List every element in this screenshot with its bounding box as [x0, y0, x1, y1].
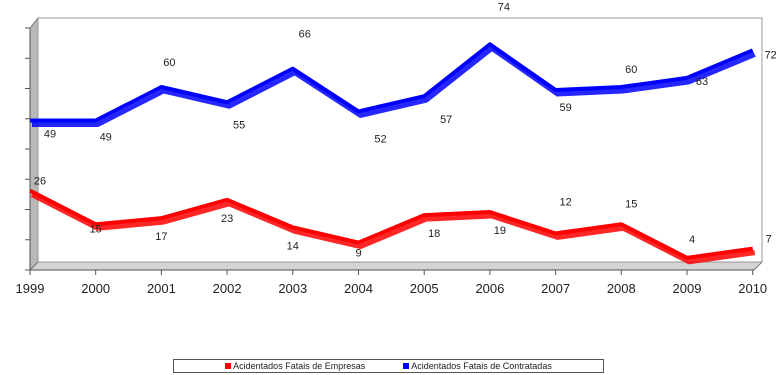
series-line-contratadas	[30, 42, 754, 123]
data-label: 49	[100, 132, 112, 144]
x-tick-label: 2002	[213, 281, 242, 296]
y-axis-ticks	[25, 27, 30, 271]
data-label: 63	[696, 76, 708, 88]
data-label: 52	[374, 133, 386, 145]
data-label: 49	[44, 129, 56, 141]
data-label: 26	[34, 176, 46, 188]
legend-swatch-empresas	[225, 363, 232, 369]
data-label: 4	[689, 234, 695, 246]
data-label: 12	[559, 196, 571, 208]
data-label: 57	[440, 114, 452, 126]
x-tick-label: 2001	[147, 281, 176, 296]
legend-item-contratadas: Acidentados Fatais de Contratadas	[403, 361, 552, 371]
data-label: 19	[494, 225, 506, 237]
data-label: 9	[355, 248, 361, 260]
x-tick-label: 2010	[738, 281, 767, 296]
data-labels: 26 15 17 23 14 9 18 19 12 15 4 7 49 49 60 55 66 52 57 74 59 6…	[34, 1, 776, 259]
x-tick-label: 2007	[541, 281, 570, 296]
data-label: 55	[233, 119, 245, 131]
legend-item-empresas: Acidentados Fatais de Empresas	[225, 361, 365, 371]
data-label: 15	[625, 198, 637, 210]
legend-swatch-contratadas	[403, 363, 410, 369]
x-tick-label: 2003	[278, 281, 307, 296]
data-label: 59	[559, 102, 571, 114]
x-tick-label: 2000	[81, 281, 110, 296]
data-label: 72	[765, 49, 776, 61]
x-tick-label: 2008	[607, 281, 636, 296]
series-line-empresas	[29, 188, 753, 260]
data-label: 14	[287, 240, 299, 252]
x-tick-label: 2005	[410, 281, 439, 296]
floor	[28, 261, 764, 271]
series-layer	[29, 42, 756, 265]
data-label: 23	[221, 213, 233, 225]
data-label: 66	[299, 29, 311, 41]
legend-label-contratadas: Acidentados Fatais de Contratadas	[411, 361, 552, 371]
data-label: 15	[90, 223, 102, 235]
data-label: 60	[625, 64, 637, 76]
x-tick-label: 2004	[344, 281, 373, 296]
data-label: 17	[155, 231, 167, 243]
series-shadow	[32, 45, 756, 128]
x-tick-label: 2006	[475, 281, 504, 296]
data-label: 60	[163, 57, 175, 69]
data-label: 18	[428, 228, 440, 240]
series-shadow	[30, 192, 756, 265]
data-label: 74	[498, 1, 510, 13]
data-label: 7	[766, 234, 772, 246]
legend-label-empresas: Acidentados Fatais de Empresas	[233, 361, 366, 371]
legend: Acidentados Fatais de Empresas Acidentad…	[173, 359, 604, 373]
x-tick-label: 2009	[673, 281, 702, 296]
side-wall	[29, 16, 39, 272]
x-tick-label: 1999	[16, 281, 45, 296]
x-axis-ticks: 1999 2000 2001 2002 2003 2004 2005 2006 2007 2008…	[16, 270, 767, 296]
